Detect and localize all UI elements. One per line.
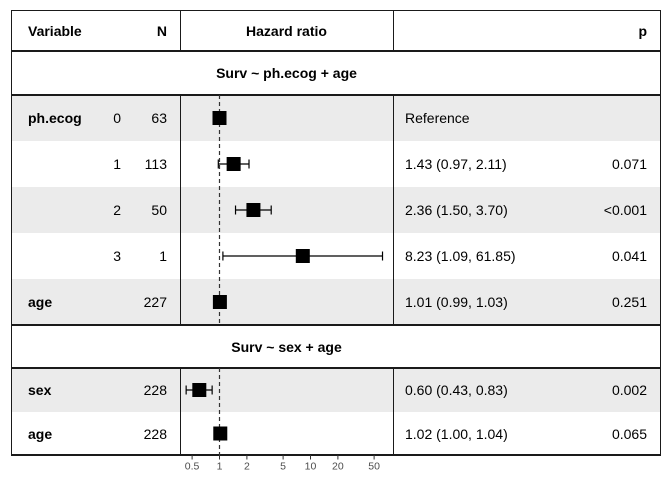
axis-tick-label: 1 — [217, 461, 223, 473]
p-value: 0.041 — [611, 248, 647, 264]
variable-level: 3 — [113, 248, 121, 264]
variable-level: 1 — [113, 156, 121, 172]
table-row: 3 1 8.23 (1.09, 61.85) 0.041 — [11, 233, 661, 279]
axis-tick-label: 50 — [368, 461, 380, 473]
p-value: 0.002 — [611, 382, 647, 398]
variable-level: 2 — [113, 202, 121, 218]
column-separator — [392, 95, 394, 325]
column-separator — [392, 368, 394, 455]
estimate-text: 8.23 (1.09, 61.85) — [405, 248, 516, 264]
estimate-text: 1.01 (0.99, 1.03) — [405, 294, 508, 310]
p-value: 0.251 — [611, 294, 647, 310]
n-value: 113 — [144, 156, 167, 172]
n-value: 50 — [151, 202, 167, 218]
n-value: 228 — [143, 382, 167, 398]
header-n: N — [156, 22, 167, 39]
axis-tick-label: 5 — [280, 461, 286, 473]
table-row: age 228 1.02 (1.00, 1.04) 0.065 — [11, 412, 661, 455]
border-below-section1-title — [11, 94, 661, 96]
axis-tick-label: 0.5 — [185, 461, 200, 473]
table-row: age 227 1.01 (0.99, 1.03) 0.251 — [11, 279, 661, 325]
axis-tick-label: 20 — [332, 461, 344, 473]
n-value: 227 — [143, 294, 167, 310]
border-top — [11, 9, 661, 12]
estimate-text: 0.60 (0.43, 0.83) — [405, 382, 508, 398]
column-separator — [180, 95, 182, 325]
header-variable: Variable — [28, 22, 82, 39]
axis-tick-label: 10 — [305, 461, 317, 473]
estimate-text: 2.36 (1.50, 3.70) — [405, 202, 508, 218]
section-title-2: Surv ~ sex + age — [231, 338, 342, 355]
n-value: 228 — [143, 425, 167, 442]
estimate-text: Reference — [405, 110, 470, 126]
p-value: 0.065 — [611, 425, 647, 442]
n-value: 1 — [159, 248, 167, 264]
header-row: Variable N Hazard ratio p — [11, 10, 661, 51]
border-left — [11, 9, 13, 456]
p-value: <0.001 — [603, 202, 647, 218]
table-row: 2 50 2.36 (1.50, 3.70) <0.001 — [11, 187, 661, 233]
border-above-section2-title — [11, 324, 661, 326]
border-right — [660, 9, 662, 456]
estimate-text: 1.43 (0.97, 2.11) — [405, 156, 507, 172]
border-below-section2-title — [11, 367, 661, 369]
table-row: 1 113 1.43 (0.97, 2.11) 0.071 — [11, 141, 661, 187]
section-title-1: Surv ~ ph.ecog + age — [216, 65, 357, 81]
variable-name: sex — [28, 382, 52, 398]
n-value: 63 — [151, 110, 167, 126]
estimate-text: 1.02 (1.00, 1.04) — [405, 425, 508, 442]
border-below-header — [11, 50, 661, 52]
p-value: 0.071 — [611, 156, 647, 172]
column-separator — [180, 10, 182, 51]
axis-tick-label: 2 — [244, 461, 250, 473]
border-bottom — [11, 454, 661, 456]
variable-name: ph.ecog — [28, 110, 82, 126]
column-separator — [180, 368, 182, 455]
variable-name: age — [28, 425, 53, 442]
variable-level: 0 — [113, 110, 121, 126]
header-p: p — [638, 22, 647, 39]
table-row: sex 228 0.60 (0.43, 0.83) 0.002 — [11, 368, 661, 412]
column-separator — [392, 10, 394, 51]
variable-name: age — [28, 294, 53, 310]
table-row: ph.ecog 0 63 Reference — [11, 95, 661, 141]
header-hazard-ratio: Hazard ratio — [246, 22, 327, 39]
